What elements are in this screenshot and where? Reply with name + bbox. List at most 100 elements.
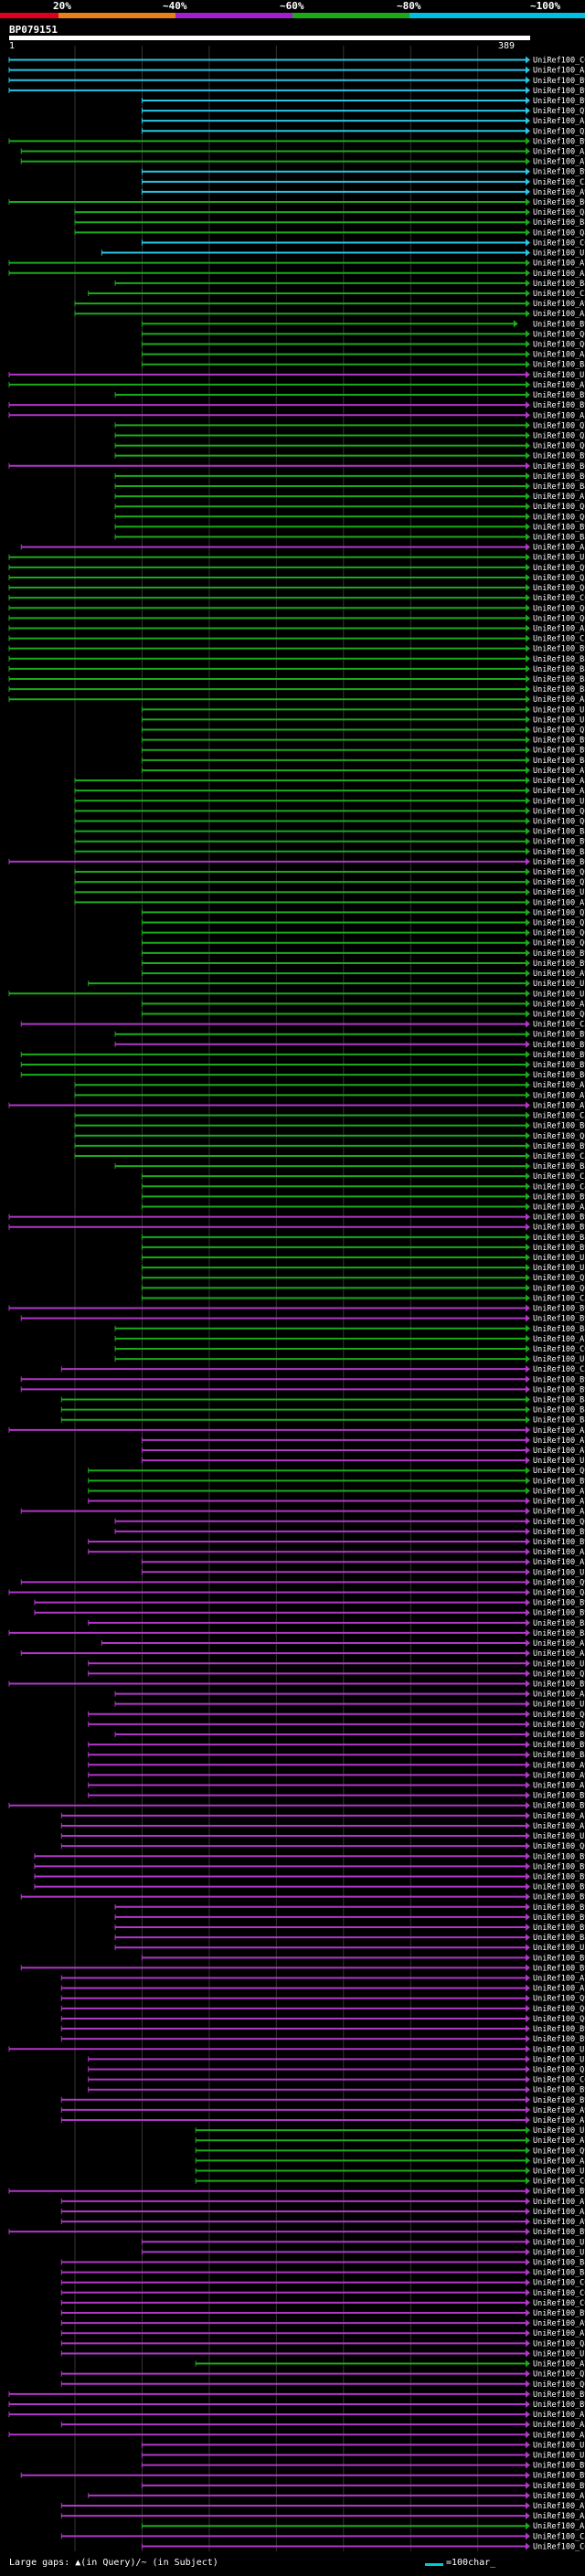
hit-row[interactable]: UniRef100_B9HU67 bbox=[20, 1061, 585, 1070]
hit-label[interactable]: UniRef100_B9N553 bbox=[533, 2401, 585, 2410]
hit-row[interactable]: UniRef100_B9SBG0 bbox=[88, 2085, 585, 2095]
hit-label[interactable]: UniRef100_B8B039 bbox=[533, 2269, 585, 2278]
hit-label[interactable]: UniRef100_B9H6S3 bbox=[533, 1802, 585, 1811]
hit-row[interactable]: UniRef100_B9NEY7 bbox=[8, 1213, 585, 1223]
hit-label[interactable]: UniRef100_B9MFS4 bbox=[533, 1680, 585, 1689]
hit-label[interactable]: UniRef100_A7QHA9 bbox=[533, 1975, 585, 1984]
hit-row[interactable]: UniRef100_A9TSN7 bbox=[60, 2218, 585, 2227]
hit-label[interactable]: UniRef100_C5Y1H4 bbox=[533, 1021, 585, 1030]
hit-label[interactable]: UniRef100_B9NEY7 bbox=[533, 1214, 585, 1223]
hit-row[interactable]: UniRef100_B9FI14 bbox=[114, 1030, 585, 1040]
hit-label[interactable]: UniRef100_A5BUK4 bbox=[533, 270, 585, 279]
hit-label[interactable]: UniRef100_B8BBP3 bbox=[533, 1416, 585, 1426]
hit-label[interactable]: UniRef100_A7QGU4 bbox=[533, 493, 585, 502]
hit-row[interactable]: UniRef100_A7P248 bbox=[60, 2329, 585, 2338]
hit-row[interactable]: UniRef100_Q7XXE8 bbox=[141, 107, 585, 116]
hit-row[interactable]: UniRef100_B4FZP2 bbox=[114, 279, 585, 289]
hit-row[interactable]: UniRef100_UPI000... bbox=[141, 1264, 585, 1273]
hit-row[interactable]: UniRef100_C4J3D6 bbox=[141, 1182, 585, 1192]
hit-row[interactable]: UniRef100_B6UBV2 bbox=[8, 857, 585, 867]
hit-row[interactable]: UniRef100_Q84QB8 bbox=[74, 208, 585, 217]
hit-label[interactable]: UniRef100_B9HU67 bbox=[533, 1061, 585, 1070]
hit-label[interactable]: UniRef100_A7QDD8 bbox=[533, 2411, 585, 2420]
hit-label[interactable]: UniRef100_C4J3D6 bbox=[533, 1182, 585, 1192]
hit-label[interactable]: UniRef100_UPI000... bbox=[533, 980, 585, 989]
hit-row[interactable]: UniRef100_C1WAN1 bbox=[8, 634, 585, 644]
hit-label[interactable]: UniRef100_Q0DZ87 bbox=[533, 341, 585, 350]
hit-row[interactable]: UniRef100_B9FCI0 bbox=[20, 1314, 585, 1324]
hit-row[interactable]: UniRef100_A5BKN0 bbox=[60, 2512, 585, 2521]
hit-label[interactable]: UniRef100_UPI000... bbox=[533, 2349, 585, 2359]
hit-row[interactable]: UniRef100_A7QDD8 bbox=[8, 2411, 585, 2420]
hit-row[interactable]: UniRef100_Q7XTS1 bbox=[60, 2369, 585, 2380]
hit-label[interactable]: UniRef100_UPI000... bbox=[533, 2055, 585, 2064]
hit-label[interactable]: UniRef100_A5AXL6 bbox=[533, 411, 585, 420]
hit-row[interactable]: UniRef100_B8AFU8 bbox=[141, 360, 585, 370]
hit-row[interactable]: UniRef100_Q0JA43 bbox=[114, 441, 585, 451]
hit-row[interactable]: UniRef100_A7QSS1 bbox=[8, 380, 585, 390]
hit-label[interactable]: UniRef100_Q9SGT8 bbox=[533, 564, 585, 573]
hit-row[interactable]: UniRef100_B9MYS1 bbox=[8, 2228, 585, 2237]
hit-label[interactable]: UniRef100_Q8LDA7 bbox=[533, 1589, 585, 1598]
hit-label[interactable]: UniRef100_A5C7M4 bbox=[533, 1548, 585, 1557]
hit-label[interactable]: UniRef100_Q1SJ19 bbox=[533, 2065, 585, 2074]
hit-label[interactable]: UniRef100_A5B631 bbox=[533, 1508, 585, 1517]
hit-label[interactable]: UniRef100_B9HLM1 bbox=[533, 1609, 585, 1618]
hit-label[interactable]: UniRef100_B9STH1 bbox=[533, 1792, 585, 1801]
hit-row[interactable]: UniRef100_B9SNO7 bbox=[114, 1730, 585, 1740]
hit-row[interactable]: UniRef100_C6HLL1 bbox=[8, 594, 585, 603]
hit-label[interactable]: UniRef100_B9SR98 bbox=[533, 320, 585, 329]
hit-row[interactable]: UniRef100_UPI000... bbox=[74, 797, 585, 806]
hit-row[interactable]: UniRef100_Q0DDA4 bbox=[74, 868, 585, 877]
hit-label[interactable]: UniRef100_A7NWJ8 bbox=[533, 1436, 585, 1446]
hit-label[interactable]: UniRef100_B9MZ73 bbox=[533, 97, 585, 106]
hit-label[interactable]: UniRef100_UPI000... bbox=[533, 2441, 585, 2450]
hit-label[interactable]: UniRef100_Q7XXE8 bbox=[533, 107, 585, 116]
hit-row[interactable]: UniRef100_Q1SJ19 bbox=[88, 2065, 585, 2074]
hit-label[interactable]: UniRef100_A9NWR4 bbox=[533, 188, 585, 197]
hit-row[interactable]: UniRef100_A7QC57 bbox=[74, 1091, 585, 1100]
hit-label[interactable]: UniRef100_UPI000... bbox=[533, 1457, 585, 1466]
hit-row[interactable]: UniRef100_B9FZJ9 bbox=[20, 1385, 585, 1394]
hit-label[interactable]: UniRef100_A9S5A3 bbox=[533, 970, 585, 979]
hit-row[interactable]: UniRef100_C6Z518 bbox=[88, 2075, 585, 2085]
hit-row[interactable]: UniRef100_Q7XMS6 bbox=[141, 918, 585, 928]
hit-row[interactable]: UniRef100_C0LGG9 bbox=[60, 2278, 585, 2288]
hit-row[interactable]: UniRef100_B9MDS3 bbox=[20, 2471, 585, 2481]
hit-row[interactable]: UniRef100_A5BCD0 bbox=[60, 2207, 585, 2217]
hit-row[interactable]: UniRef100_Q84LF7 bbox=[74, 228, 585, 238]
hit-label[interactable]: UniRef100_B9SOM3 bbox=[533, 2390, 585, 2400]
hit-label[interactable]: UniRef100_B9N2A2 bbox=[533, 1883, 585, 1892]
hit-row[interactable]: UniRef100_A2XXN2 bbox=[8, 2431, 585, 2440]
hit-label[interactable]: UniRef100_Q6H5U7 bbox=[533, 330, 585, 339]
hit-row[interactable]: UniRef100_A7P176 bbox=[60, 2502, 585, 2511]
hit-row[interactable]: UniRef100_C5Z4E9 bbox=[60, 2532, 585, 2541]
hit-label[interactable]: UniRef100_UPI000... bbox=[533, 2168, 585, 2177]
hit-label[interactable]: UniRef100_A7Q6U0 bbox=[533, 767, 585, 776]
hit-label[interactable]: UniRef100_A7P176 bbox=[533, 2502, 585, 2511]
hit-label[interactable]: UniRef100_B9GK66 bbox=[533, 737, 585, 746]
hit-label[interactable]: UniRef100_Q01WW6 bbox=[533, 604, 585, 613]
hit-row[interactable]: UniRef100_A5BY17 bbox=[20, 1649, 585, 1659]
hit-row[interactable]: UniRef100_C5YG17 bbox=[141, 1294, 585, 1303]
hit-row[interactable]: UniRef100_B9N2A2 bbox=[34, 1882, 585, 1892]
hit-row[interactable]: UniRef100_B6SP75 bbox=[8, 461, 585, 472]
hit-label[interactable]: UniRef100_B9MDS3 bbox=[533, 2472, 585, 2481]
hit-label[interactable]: UniRef100_A7PTN4 bbox=[533, 1782, 585, 1791]
hit-row[interactable]: UniRef100_Q0JA45 bbox=[141, 938, 585, 949]
hit-label[interactable]: UniRef100_B9GY42 bbox=[533, 1538, 585, 1547]
hit-row[interactable]: UniRef100_UPI000... bbox=[8, 990, 585, 999]
hit-label[interactable]: UniRef100_B6TWK7 bbox=[533, 472, 585, 482]
hit-label[interactable]: UniRef100_A7PTN0 bbox=[533, 1447, 585, 1456]
hit-label[interactable]: UniRef100_Q0A0R1 bbox=[533, 2015, 585, 2024]
hit-label[interactable]: UniRef100_C6Z518 bbox=[533, 2076, 585, 2085]
hit-label[interactable]: UniRef100_B8AHD6 bbox=[533, 218, 585, 228]
hit-label[interactable]: UniRef100_B6SP75 bbox=[533, 462, 585, 472]
hit-row[interactable]: UniRef100_Q6F2P9 bbox=[8, 584, 585, 593]
hit-label[interactable]: UniRef100_B9N2X5 bbox=[533, 87, 585, 96]
hit-row[interactable]: UniRef100_Q0DJL9 bbox=[74, 817, 585, 826]
hit-label[interactable]: UniRef100_UPI000... bbox=[533, 1659, 585, 1669]
hit-label[interactable]: UniRef100_C0LGG9 bbox=[533, 2279, 585, 2288]
hit-row[interactable]: UniRef100_UPI000... bbox=[195, 2167, 585, 2177]
hit-row[interactable]: UniRef100_Q7XTP5 bbox=[141, 908, 585, 917]
